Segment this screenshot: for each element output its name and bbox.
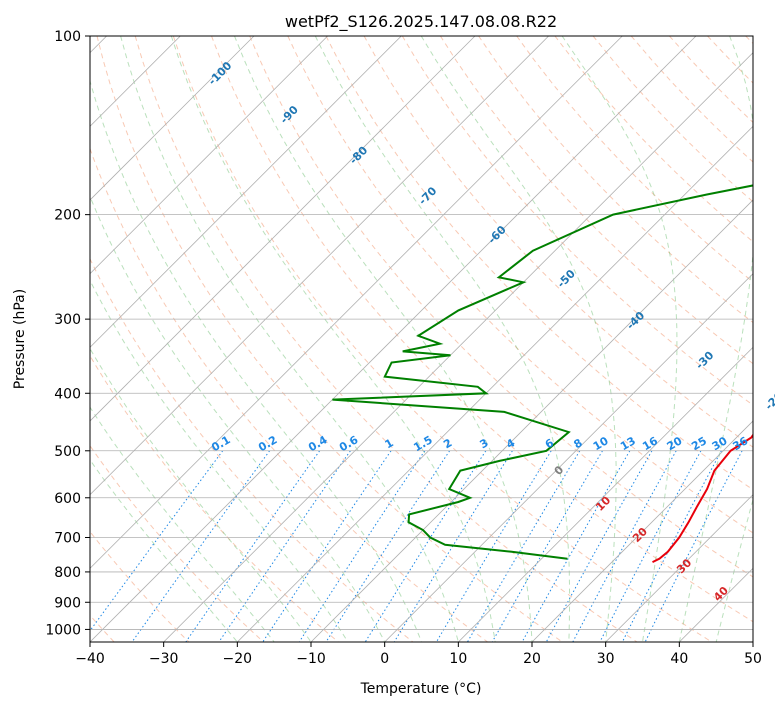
moist-adiabat-line [170, 36, 496, 642]
moist-adiabat-line [420, 36, 617, 642]
x-tick-label: −10 [296, 651, 326, 667]
isotherm-line [237, 125, 753, 642]
y-tick-label: 900 [54, 595, 81, 611]
moist-adiabat-line [715, 497, 753, 642]
x-tick-label: −20 [223, 651, 253, 667]
isotherm-line [605, 494, 753, 642]
y-tick-label: 500 [54, 444, 81, 460]
x-axis-title: Temperature (°C) [360, 681, 482, 697]
isotherm-line [90, 36, 623, 569]
dry-adiabat-line [401, 36, 753, 406]
isotherm-line [90, 36, 328, 275]
dry-adiabat-line [90, 444, 264, 642]
dewpoint-line [332, 184, 753, 560]
moist-adiabat-line [90, 406, 275, 642]
isotherm-line [310, 199, 753, 642]
mixing-ratio-line [572, 450, 677, 642]
y-tick-label: 700 [54, 531, 81, 547]
mixing-ratio-line [644, 450, 743, 642]
moist-adiabat-line [90, 459, 238, 642]
mixing-ratio-line [599, 450, 702, 642]
mixing-ratio-line [521, 450, 631, 642]
moist-adiabat-line [314, 36, 571, 642]
moist-adiabat-line [90, 195, 386, 642]
chart-title: wetPf2_S126.2025.147.08.08.R22 [285, 12, 557, 32]
mixing-ratio-line [185, 450, 321, 642]
dry-adiabat-line [172, 36, 712, 642]
dry-adiabat-line [439, 36, 753, 365]
y-tick-label: 100 [54, 29, 81, 45]
isotherm-line [90, 36, 255, 201]
dry-adiabat-line [249, 36, 753, 578]
mixing-ratio-line [545, 450, 653, 642]
moist-adiabat-line [234, 36, 533, 642]
isotherm-line [752, 641, 753, 642]
plot-frame [89, 35, 754, 643]
y-tick-label: 200 [54, 208, 81, 224]
x-tick-label: 30 [597, 651, 615, 667]
isotherm-line [163, 52, 753, 642]
dry-adiabat-line [90, 147, 488, 642]
dry-adiabat-line [211, 36, 753, 623]
dry-adiabat-line [134, 36, 638, 642]
mixing-ratio-line [262, 450, 392, 642]
y-tick-label: 800 [54, 565, 81, 581]
moist-adiabat-line [90, 279, 349, 642]
dry-adiabat-label: -20 [763, 389, 775, 412]
y-tick-label: 300 [54, 312, 81, 328]
isotherm-line [90, 36, 697, 642]
mixing-ratio-line [621, 450, 722, 642]
x-tick-label: 40 [670, 651, 688, 667]
x-tick-label: 10 [449, 651, 467, 667]
y-axis-title: Pressure (hPa) [12, 289, 28, 389]
isotherm-line [531, 420, 753, 642]
y-tick-label: 400 [54, 386, 81, 402]
isotherm-line [458, 346, 753, 642]
isotherm-line [90, 36, 476, 422]
temperature-line [652, 433, 753, 563]
y-tick-label: 1000 [45, 622, 81, 638]
mixing-ratio-line [298, 450, 426, 642]
moist-adiabat-line [561, 36, 678, 642]
x-tick-label: 20 [523, 651, 541, 667]
moist-adiabat-line [90, 347, 312, 642]
moist-adiabat-line [90, 79, 422, 642]
x-tick-label: 0 [380, 651, 389, 667]
isotherm-line [384, 273, 753, 642]
x-tick-label: −30 [149, 651, 179, 667]
plot-background [90, 36, 753, 642]
dry-adiabat-line [325, 36, 753, 491]
dry-adiabat-line [363, 36, 753, 448]
x-tick-label: −40 [75, 651, 105, 667]
isotherm-line [90, 36, 549, 496]
mixing-ratio-line [218, 450, 351, 642]
x-tick-label: 50 [744, 651, 762, 667]
mixing-ratio-line [90, 450, 224, 632]
dry-adiabat-line [96, 36, 563, 642]
mixing-ratio-line [435, 450, 552, 642]
y-tick-label: 600 [54, 491, 81, 507]
isotherm-line [90, 36, 402, 348]
